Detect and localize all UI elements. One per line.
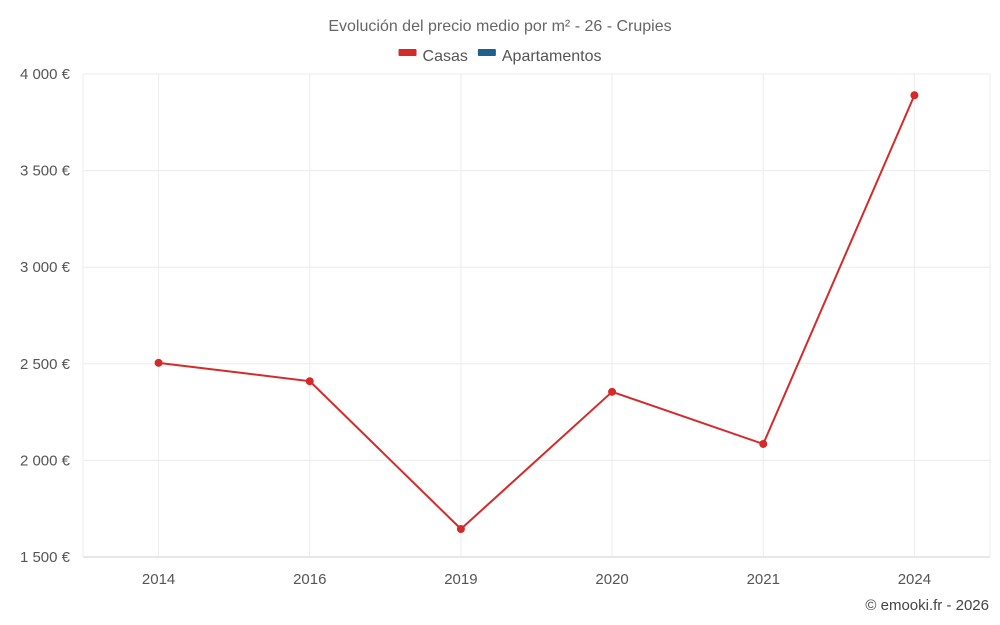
grid-lines	[82, 73, 991, 558]
series-line-casas	[158, 94, 916, 530]
y-tick-label: 2 000 €	[20, 452, 71, 469]
y-tick-label: 2 500 €	[20, 356, 71, 373]
x-tick-label: 2020	[595, 571, 628, 588]
x-tick-label: 2016	[293, 571, 326, 588]
data-point	[910, 91, 919, 100]
legend-label: Casas	[423, 48, 468, 65]
series-lines	[154, 91, 919, 533]
credit-label: © emooki.fr - 2026	[865, 597, 989, 614]
data-point	[608, 387, 617, 396]
y-tick-label: 3 000 €	[20, 259, 71, 276]
x-tick-label: 2024	[898, 571, 931, 588]
chart-title: Evolución del precio medio por m² - 26 -…	[328, 18, 671, 35]
data-point	[456, 524, 465, 533]
y-tick-label: 3 500 €	[20, 163, 71, 180]
data-point	[759, 439, 768, 448]
x-tick-label: 2021	[747, 571, 780, 588]
x-tick-label: 2014	[142, 571, 175, 588]
legend-swatch	[477, 49, 496, 56]
y-tick-label: 1 500 €	[20, 549, 71, 566]
data-point	[305, 377, 314, 386]
y-axis-ticks: 1 500 € 2 000 € 2 500 € 3 000 € 3 500 € 4 000…	[20, 66, 71, 566]
y-tick-label: 4 000 €	[20, 66, 71, 83]
legend-label: Apartamentos	[502, 48, 602, 65]
legend: Casas Apartamentos	[398, 48, 602, 65]
data-point	[154, 358, 163, 367]
x-tick-label: 2019	[444, 571, 477, 588]
legend-swatch	[398, 49, 417, 56]
x-axis-ticks: 2014 2016 2019 2020 2021 2024	[142, 571, 931, 588]
